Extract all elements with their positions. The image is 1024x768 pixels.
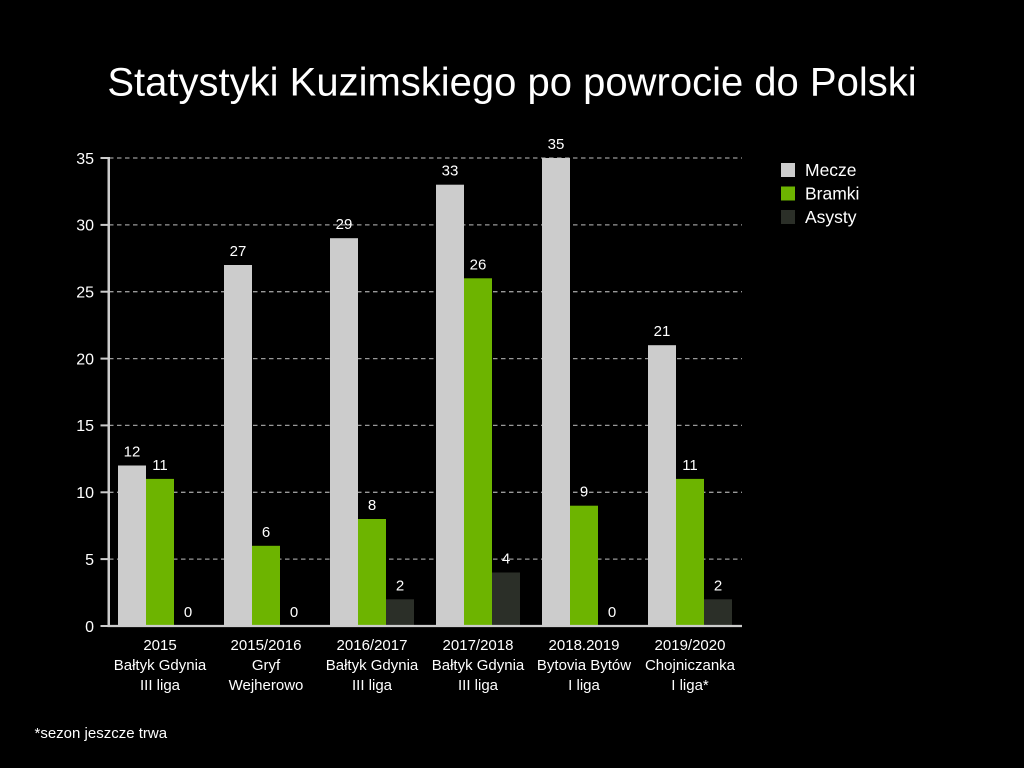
svg-text:35: 35 <box>548 136 565 153</box>
svg-text:8: 8 <box>368 497 376 514</box>
svg-text:21: 21 <box>654 323 671 340</box>
svg-text:4: 4 <box>502 551 510 568</box>
svg-text:26: 26 <box>470 256 487 273</box>
svg-text:2017/2018: 2017/2018 <box>443 637 514 654</box>
svg-text:2016/2017: 2016/2017 <box>337 637 408 654</box>
svg-text:15: 15 <box>76 418 94 435</box>
svg-text:0: 0 <box>608 604 616 621</box>
svg-text:Statystyki Kuzimskiego po powr: Statystyki Kuzimskiego po powrocie do Po… <box>107 61 916 105</box>
svg-text:35: 35 <box>76 151 94 168</box>
svg-text:Gryf: Gryf <box>252 657 281 674</box>
svg-text:0: 0 <box>85 619 94 636</box>
svg-text:2018.2019: 2018.2019 <box>549 637 620 654</box>
svg-text:*sezon jeszcze trwa: *sezon jeszcze trwa <box>35 725 168 742</box>
svg-text:Bramki: Bramki <box>805 184 859 204</box>
svg-text:2015/2016: 2015/2016 <box>231 637 302 654</box>
svg-text:Bałtyk Gdynia: Bałtyk Gdynia <box>114 657 207 674</box>
svg-text:I liga*: I liga* <box>671 677 709 694</box>
svg-text:Bałtyk Gdynia: Bałtyk Gdynia <box>432 657 525 674</box>
svg-text:30: 30 <box>76 218 94 235</box>
svg-text:9: 9 <box>580 484 588 501</box>
svg-text:27: 27 <box>230 243 247 260</box>
svg-text:III liga: III liga <box>458 677 499 694</box>
svg-text:11: 11 <box>682 457 698 474</box>
svg-text:11: 11 <box>152 457 168 474</box>
svg-text:0: 0 <box>184 604 192 621</box>
svg-text:33: 33 <box>442 163 459 180</box>
svg-text:I liga: I liga <box>568 677 600 694</box>
svg-text:2015: 2015 <box>143 637 176 654</box>
svg-text:29: 29 <box>336 216 353 233</box>
svg-text:6: 6 <box>262 524 270 541</box>
svg-text:20: 20 <box>76 351 94 368</box>
svg-text:Chojniczanka: Chojniczanka <box>645 657 736 674</box>
svg-text:2019/2020: 2019/2020 <box>655 637 726 654</box>
svg-text:2: 2 <box>714 577 722 594</box>
svg-text:0: 0 <box>290 604 298 621</box>
svg-text:Bytovia Bytów: Bytovia Bytów <box>537 657 631 674</box>
svg-text:III liga: III liga <box>140 677 181 694</box>
svg-text:Bałtyk Gdynia: Bałtyk Gdynia <box>326 657 419 674</box>
svg-text:Asysty: Asysty <box>805 207 857 227</box>
svg-text:Mecze: Mecze <box>805 160 857 180</box>
svg-text:Wejherowo: Wejherowo <box>229 677 304 694</box>
svg-text:12: 12 <box>124 444 141 461</box>
svg-text:III liga: III liga <box>352 677 393 694</box>
svg-text:25: 25 <box>76 285 94 302</box>
svg-text:5: 5 <box>85 552 94 569</box>
svg-text:10: 10 <box>76 485 94 502</box>
svg-text:2: 2 <box>396 577 404 594</box>
